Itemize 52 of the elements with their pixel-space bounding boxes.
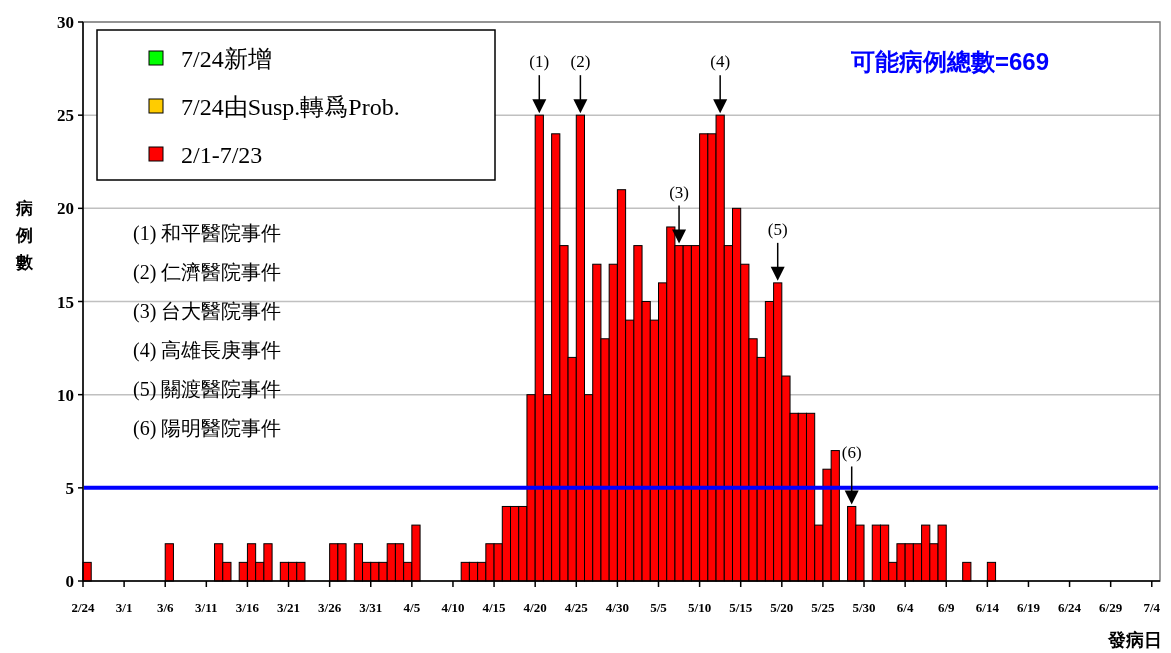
y-axis-title: 病例數	[14, 199, 34, 272]
x-tick-label: 6/24	[1058, 600, 1082, 615]
annotation: (4) 高雄長庚事件	[133, 339, 282, 362]
x-tick-label: 3/21	[276, 600, 301, 615]
x-tick-label: 5/30	[852, 600, 876, 615]
y-tick-label: 30	[57, 13, 74, 32]
x-tick-label: 4/10	[441, 600, 465, 615]
annotation: (5)	[767, 219, 788, 239]
x-tick-label: 3/1	[115, 600, 133, 615]
legend-label: 7/24新增	[181, 46, 272, 72]
x-axis-title: 發病日	[1107, 630, 1162, 650]
x-tick-label: 5/20	[770, 600, 794, 615]
annotation: (2) 仁濟醫院事件	[133, 261, 282, 284]
annotation: (3)	[669, 182, 689, 202]
annotation: (5) 關渡醫院事件	[133, 378, 282, 401]
x-tick-label: 3/31	[359, 600, 383, 615]
y-tick-label: 25	[57, 106, 74, 126]
x-tick-label: 6/29	[1099, 600, 1123, 615]
x-tick-label: 5/5	[650, 600, 668, 615]
y-tick-label: 10	[57, 385, 74, 405]
x-tick-label: 4/15	[482, 600, 507, 615]
x-tick-label: 5/15	[729, 600, 753, 615]
x-tick-label: 2/24	[71, 600, 96, 615]
x-tick-label: 7/4	[1143, 600, 1161, 615]
x-tick-label: 5/10	[688, 600, 712, 615]
annotation: (6)	[841, 443, 862, 463]
annotation: 可能病例總數=669	[849, 48, 1050, 75]
x-tick-label: 4/25	[564, 600, 589, 615]
annotation: (2)	[570, 52, 591, 72]
x-tick-label: 6/14	[975, 600, 1000, 615]
x-tick-label: 4/20	[523, 600, 547, 615]
annotation: (4)	[710, 52, 731, 72]
x-tick-label: 4/30	[605, 600, 629, 615]
annotation: (1) 和平醫院事件	[133, 222, 282, 245]
legend-label: 7/24由Susp.轉爲Prob.	[181, 94, 400, 120]
y-tick-label: 20	[57, 199, 74, 219]
x-tick-label: 6/19	[1016, 600, 1041, 615]
y-tick-label: 0	[65, 572, 74, 591]
x-tick-label: 3/26	[318, 600, 342, 615]
x-tick-label: 4/5	[403, 600, 421, 615]
legend-label: 2/1-7/23	[181, 142, 263, 168]
x-tick-label: 3/11	[195, 600, 218, 615]
x-tick-label: 3/16	[235, 600, 260, 615]
y-tick-label: 15	[57, 292, 74, 312]
annotation: (1)	[529, 52, 550, 72]
y-tick-label: 5	[65, 478, 74, 498]
x-tick-label: 5/25	[811, 600, 835, 615]
x-tick-label: 6/4	[896, 600, 914, 615]
annotation: (3) 台大醫院事件	[133, 300, 282, 323]
x-tick-label: 3/6	[156, 600, 175, 615]
annotation: (6) 陽明醫院事件	[133, 417, 282, 440]
x-tick-label: 6/9	[937, 600, 956, 615]
